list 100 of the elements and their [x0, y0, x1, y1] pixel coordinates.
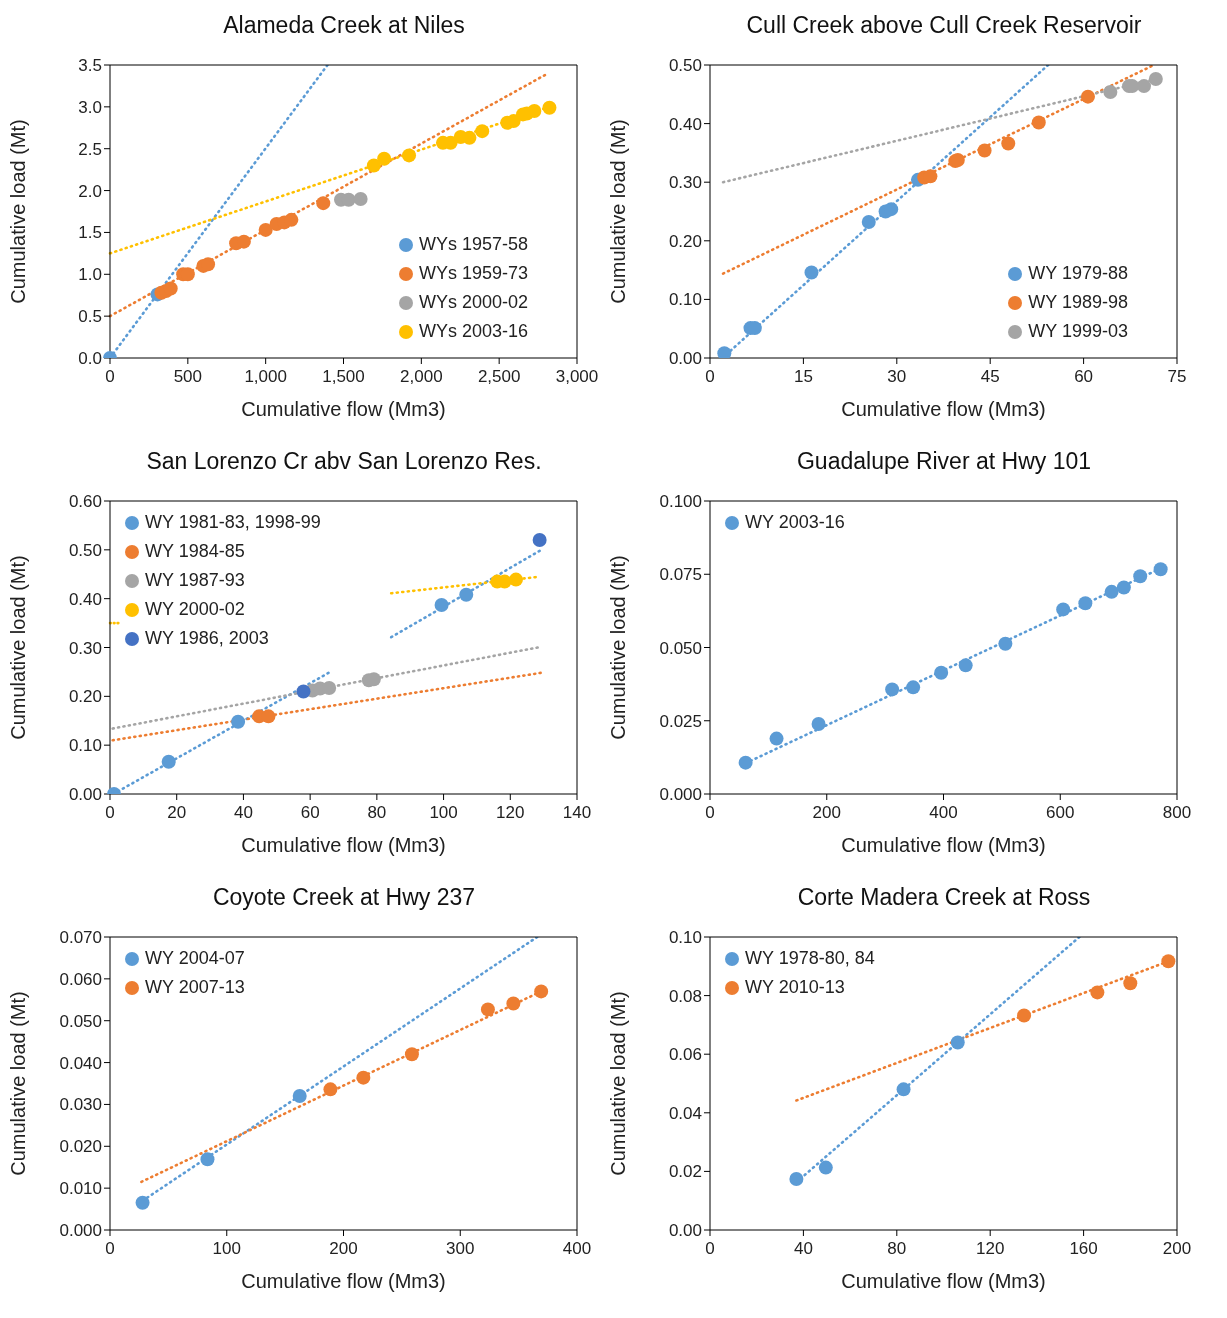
legend-label: WYs 1957-58	[418, 234, 528, 255]
x-tick-label: 1,000	[244, 367, 287, 386]
x-axis-title: Cumulative flow (Mm3)	[241, 1270, 446, 1292]
y-tick-label: 0.60	[68, 492, 102, 512]
y-tick-label: 0.50	[668, 56, 702, 76]
chart-title: Coyote Creek at Hwy 237	[211, 884, 477, 911]
x-tick-label: 200	[329, 1239, 358, 1258]
legend-label: WY 2010-13	[745, 977, 845, 998]
legend-label: WY 1987-93	[145, 570, 245, 591]
x-tick-label: 140	[562, 803, 592, 822]
chart-title: Alameda Creek at Niles	[222, 12, 466, 39]
y-tick-label: 2.5	[78, 139, 102, 159]
x-tick-label: 600	[1046, 803, 1075, 822]
y-tick-label: 1.0	[78, 265, 102, 285]
x-tick-label: 40	[793, 1239, 813, 1258]
legend-label: WY 1978-80, 84	[745, 948, 875, 969]
y-tick-label: 0.40	[68, 589, 102, 609]
legend-label: WY 2007-13	[145, 977, 245, 998]
y-tick-label: 0.000	[59, 1221, 102, 1241]
y-tick-label: 0.050	[59, 1011, 102, 1031]
x-tick-label: 500	[173, 367, 203, 386]
y-axis-title: Cumulative load (Mt)	[7, 555, 30, 740]
x-tick-label: 80	[887, 1239, 907, 1258]
x-tick-label: 800	[1162, 803, 1192, 822]
x-tick-label: 45	[980, 367, 1000, 386]
chart-title: Guadalupe River at Hwy 101	[795, 448, 1093, 475]
x-tick-label: 2,000	[400, 367, 443, 386]
x-tick-label: 400	[929, 803, 958, 822]
x-tick-label: 20	[167, 803, 187, 822]
y-tick-label: 0.075	[659, 565, 702, 585]
x-axis-title: Cumulative flow (Mm3)	[241, 398, 446, 420]
y-tick-label: 0.20	[668, 231, 702, 251]
x-axis-title: Cumulative flow (Mm3)	[841, 834, 1046, 856]
legend-label: WY 2004-07	[145, 948, 245, 969]
x-tick-label: 2,500	[477, 367, 521, 386]
y-tick-label: 0.30	[668, 173, 702, 193]
legend-label: WY 1999-03	[1028, 321, 1128, 342]
legend-label: WYs 2003-16	[418, 321, 528, 342]
y-tick-label: 0.30	[68, 638, 102, 658]
x-tick-label: 0	[105, 367, 115, 386]
x-tick-label: 160	[1069, 1239, 1098, 1258]
chart-title: Corte Madera Creek at Ross	[796, 884, 1092, 911]
y-tick-label: 1.5	[78, 223, 102, 243]
x-tick-label: 0	[705, 803, 715, 822]
x-tick-label: 300	[446, 1239, 475, 1258]
legend-label: WYs 2000-02	[418, 292, 528, 313]
y-tick-label: 0.00	[68, 785, 102, 805]
y-axis-title: Cumulative load (Mt)	[7, 991, 30, 1176]
x-tick-label: 120	[976, 1239, 1005, 1258]
x-tick-label: 100	[429, 803, 458, 822]
legend-label: WY 1981-83, 1998-99	[145, 512, 321, 533]
y-axis-title: Cumulative load (Mt)	[607, 991, 630, 1176]
y-tick-label: 0.070	[59, 928, 102, 948]
y-tick-label: 0.50	[68, 540, 102, 560]
y-tick-label: 0.08	[668, 986, 702, 1006]
y-tick-label: 0.10	[68, 736, 102, 756]
x-tick-label: 1,500	[322, 367, 365, 386]
y-tick-label: 3.5	[78, 56, 102, 76]
y-tick-label: 0.060	[59, 969, 102, 989]
y-tick-label: 0.0	[78, 349, 102, 369]
x-tick-label: 3,000	[555, 367, 599, 386]
x-tick-label: 100	[212, 1239, 241, 1258]
legend-label: WY 1986, 2003	[145, 628, 269, 649]
y-tick-label: 0.20	[68, 687, 102, 707]
y-tick-label: 0.10	[668, 928, 702, 948]
x-tick-label: 60	[1074, 367, 1094, 386]
x-tick-label: 80	[367, 803, 387, 822]
y-tick-label: 0.02	[668, 1162, 702, 1182]
x-axis-title: Cumulative flow (Mm3)	[841, 398, 1046, 420]
x-tick-label: 0	[105, 803, 115, 822]
y-tick-label: 0.020	[59, 1137, 102, 1157]
legend-label: WYs 1959-73	[418, 263, 528, 284]
x-tick-label: 60	[300, 803, 320, 822]
x-tick-label: 0	[105, 1239, 115, 1258]
legend-label: WY 1979-88	[1028, 263, 1128, 284]
legend-label: WY 2000-02	[145, 599, 245, 620]
x-tick-label: 15	[793, 367, 813, 386]
y-tick-label: 0.010	[59, 1179, 102, 1199]
y-tick-label: 0.04	[668, 1103, 702, 1123]
y-tick-label: 0.40	[668, 114, 702, 134]
legend-label: WY 2003-16	[745, 512, 845, 533]
chart-title: Cull Creek above Cull Creek Reservoir	[745, 12, 1143, 39]
y-tick-label: 0.00	[668, 1221, 702, 1241]
y-tick-label: 0.000	[659, 785, 702, 805]
y-tick-label: 0.040	[59, 1053, 102, 1073]
y-tick-label: 2.0	[78, 181, 102, 201]
x-tick-label: 75	[1167, 367, 1187, 386]
y-tick-label: 0.030	[59, 1095, 102, 1115]
y-axis-title: Cumulative load (Mt)	[607, 119, 630, 304]
x-tick-label: 200	[812, 803, 841, 822]
x-axis-title: Cumulative flow (Mm3)	[841, 1270, 1046, 1292]
y-tick-label: 0.06	[668, 1045, 702, 1065]
x-tick-label: 200	[1162, 1239, 1192, 1258]
x-axis-title: Cumulative flow (Mm3)	[241, 834, 446, 856]
y-axis-title: Cumulative load (Mt)	[7, 119, 30, 304]
y-tick-label: 0.050	[659, 638, 702, 658]
legend-label: WY 1989-98	[1028, 292, 1128, 313]
x-tick-label: 40	[233, 803, 253, 822]
chart-title: San Lorenzo Cr abv San Lorenzo Res.	[145, 448, 543, 475]
legend-label: WY 1984-85	[145, 541, 245, 562]
